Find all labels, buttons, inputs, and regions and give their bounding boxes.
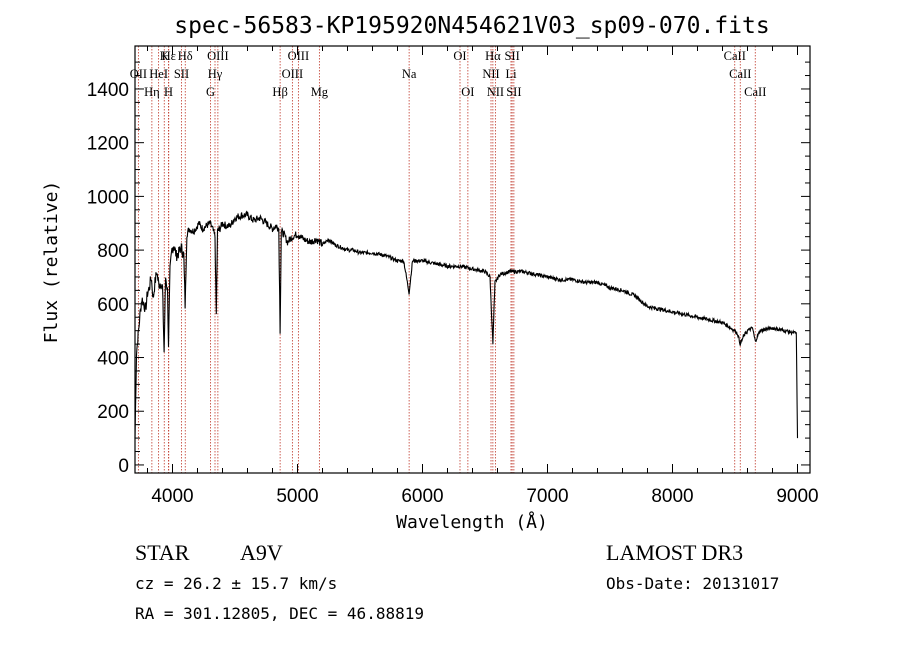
- spectral-line-label: Li: [505, 67, 517, 81]
- y-tick-label: 0: [118, 456, 129, 477]
- y-tick-label: 200: [97, 402, 129, 423]
- spectral-line-label: K: [160, 49, 169, 63]
- x-tick-label: 7000: [526, 486, 568, 507]
- spectral-line-label: H: [164, 85, 173, 99]
- flux-series-line: [134, 210, 799, 439]
- plot-frame: [134, 45, 811, 474]
- spectral-line-label: OIII: [207, 49, 229, 63]
- spectral-line-label: Mg: [311, 85, 329, 99]
- x-tick-label: 6000: [401, 486, 443, 507]
- y-tick-label: 800: [97, 241, 129, 262]
- y-tick-label: 400: [97, 349, 129, 370]
- spectral-line-label: NII: [487, 85, 504, 99]
- y-tick-label: 1000: [87, 187, 129, 208]
- spectral-line-label: SII: [174, 67, 189, 81]
- y-axis-label: Flux (relative): [41, 181, 62, 344]
- x-tick-label: 5000: [276, 486, 318, 507]
- spectral-line-label: SII: [504, 49, 519, 63]
- observation-date: Obs-Date: 20131017: [606, 574, 779, 593]
- x-tick-label: 9000: [776, 486, 818, 507]
- x-tick-label: 4000: [151, 486, 193, 507]
- spectral-line-label: OI: [461, 85, 474, 99]
- y-tick-label: 1200: [87, 134, 129, 155]
- spectral-line-label: Na: [402, 67, 417, 81]
- spectral-line-label: Hα: [485, 49, 501, 63]
- spectral-line-label: HeI: [149, 67, 168, 81]
- coordinates: RA = 301.12805, DEC = 46.88819: [135, 604, 424, 623]
- spectral-line-label: Hδ: [178, 49, 193, 63]
- spectral-line-label: SII: [506, 85, 521, 99]
- redshift-velocity: cz = 26.2 ± 15.7 km/s: [135, 574, 337, 593]
- spectral-line-label: CaII: [744, 85, 766, 99]
- spectral-line-label: OIII: [288, 49, 310, 63]
- y-tick-label: 600: [97, 295, 129, 316]
- spectral-line-label: NII: [482, 67, 499, 81]
- y-axis-ticks: 0 200 400 600 800 1000 1200 1400: [87, 61, 810, 477]
- spectral-line-label: Hβ: [272, 85, 287, 99]
- spectral-line-label: OIII: [282, 67, 304, 81]
- spectral-line-markers: [137, 46, 756, 473]
- x-axis-ticks: 4000 5000 6000 7000 8000 9000: [147, 46, 819, 507]
- spectral-line-label: OII: [130, 67, 147, 81]
- x-axis-label: Wavelength (Å): [396, 511, 548, 533]
- spectral-line-label: CaII: [729, 67, 751, 81]
- spectral-line-label: G: [206, 85, 215, 99]
- object-type: STAR: [135, 540, 190, 565]
- spectral-line-label: Hη: [144, 85, 160, 99]
- x-tick-label: 8000: [651, 486, 693, 507]
- spectral-line-label: OI: [453, 49, 466, 63]
- survey-name: LAMOST DR3: [606, 540, 743, 565]
- spectral-line-label: Hγ: [208, 67, 223, 81]
- chart-title: spec-56583-KP195920N454621V03_sp09-070.f…: [174, 13, 769, 39]
- spectral-subclass: A9V: [240, 540, 283, 565]
- spectral-line-label: CaII: [724, 49, 746, 63]
- y-tick-label: 1400: [87, 80, 129, 101]
